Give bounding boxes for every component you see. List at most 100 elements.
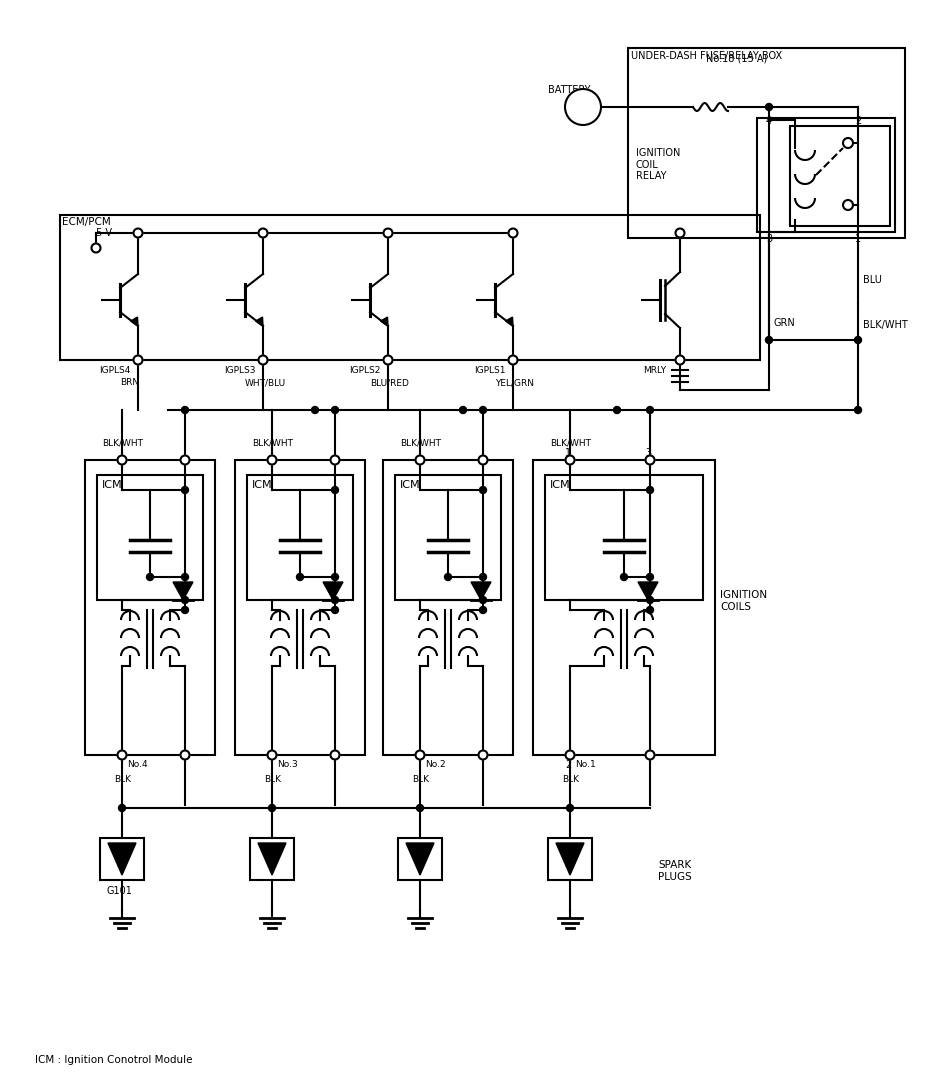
Text: IGPLS3: IGPLS3: [224, 366, 256, 375]
Text: BLK/WHT: BLK/WHT: [102, 438, 143, 447]
Text: 1: 1: [854, 234, 860, 244]
Polygon shape: [405, 843, 433, 875]
Text: BLK/WHT: BLK/WHT: [400, 438, 441, 447]
Text: BLK: BLK: [412, 775, 429, 784]
Polygon shape: [173, 582, 193, 600]
Text: ICM: ICM: [102, 480, 123, 490]
Circle shape: [133, 356, 142, 364]
Circle shape: [478, 456, 487, 464]
Circle shape: [267, 456, 276, 464]
Circle shape: [479, 406, 486, 414]
Circle shape: [508, 228, 517, 238]
Text: 4: 4: [765, 116, 771, 126]
Text: BLK/WHT: BLK/WHT: [862, 321, 907, 330]
Bar: [398, 838, 442, 880]
Bar: [100, 838, 144, 880]
Bar: [235, 460, 365, 755]
Text: BLK: BLK: [562, 775, 578, 784]
Circle shape: [646, 607, 652, 613]
Text: SPARK
PLUGS: SPARK PLUGS: [657, 860, 691, 881]
Text: 3: 3: [765, 234, 771, 244]
Bar: [247, 475, 353, 600]
Text: 2: 2: [564, 760, 571, 770]
Circle shape: [117, 750, 126, 759]
Circle shape: [330, 750, 339, 759]
Bar: [789, 126, 889, 226]
Text: IGPLS4: IGPLS4: [99, 366, 130, 375]
Circle shape: [311, 406, 318, 414]
Text: IGNITION
COILS: IGNITION COILS: [719, 590, 767, 612]
Polygon shape: [108, 843, 136, 875]
Circle shape: [646, 406, 652, 414]
Circle shape: [444, 574, 451, 581]
Text: BLU: BLU: [862, 276, 881, 285]
Text: No.2: No.2: [425, 760, 446, 769]
Circle shape: [415, 456, 424, 464]
Polygon shape: [130, 317, 138, 326]
Circle shape: [415, 750, 424, 759]
Circle shape: [258, 228, 267, 238]
Circle shape: [646, 487, 652, 493]
Text: ICM: ICM: [252, 480, 272, 490]
Circle shape: [479, 607, 486, 613]
Circle shape: [331, 487, 338, 493]
Text: 2: 2: [854, 116, 860, 126]
Text: BLK: BLK: [114, 775, 131, 784]
Text: ICM: ICM: [400, 480, 420, 490]
Circle shape: [645, 750, 654, 759]
Polygon shape: [323, 582, 343, 600]
Circle shape: [854, 337, 860, 343]
Text: No.4: No.4: [127, 760, 148, 769]
Bar: [85, 460, 214, 755]
Text: ECM/PCM: ECM/PCM: [62, 217, 110, 227]
Circle shape: [479, 574, 486, 581]
Text: GRN: GRN: [773, 318, 795, 328]
Circle shape: [613, 406, 620, 414]
Circle shape: [765, 337, 771, 343]
Text: BLU/RED: BLU/RED: [370, 378, 408, 387]
Bar: [60, 215, 759, 360]
Polygon shape: [380, 317, 388, 326]
Bar: [395, 475, 501, 600]
Circle shape: [133, 228, 142, 238]
Text: BRN: BRN: [120, 378, 139, 387]
Circle shape: [478, 750, 487, 759]
Bar: [756, 118, 894, 232]
Circle shape: [383, 356, 392, 364]
Text: BLK/WHT: BLK/WHT: [549, 438, 591, 447]
Text: BLK/WHT: BLK/WHT: [252, 438, 293, 447]
Circle shape: [459, 406, 466, 414]
Bar: [627, 48, 904, 238]
Circle shape: [118, 804, 125, 812]
Circle shape: [330, 456, 339, 464]
Text: WHT/BLU: WHT/BLU: [244, 378, 285, 387]
Circle shape: [146, 574, 154, 581]
Circle shape: [181, 750, 189, 759]
Circle shape: [675, 228, 684, 238]
Circle shape: [765, 104, 771, 110]
Circle shape: [117, 456, 126, 464]
Polygon shape: [256, 317, 263, 326]
Circle shape: [479, 596, 486, 604]
Text: IGPLS1: IGPLS1: [474, 366, 505, 375]
Circle shape: [566, 804, 573, 812]
Text: ICM : Ignition Conotrol Module: ICM : Ignition Conotrol Module: [35, 1055, 192, 1064]
Circle shape: [182, 574, 188, 581]
Bar: [533, 460, 714, 755]
Circle shape: [646, 596, 652, 604]
Text: IGNITION
COIL
RELAY: IGNITION COIL RELAY: [636, 148, 680, 181]
Text: 3: 3: [644, 448, 651, 458]
Text: MRLY: MRLY: [643, 366, 665, 375]
Bar: [548, 838, 592, 880]
Circle shape: [479, 487, 486, 493]
Text: No.1: No.1: [575, 760, 595, 769]
Text: BATTERY: BATTERY: [548, 85, 590, 95]
Text: BLK: BLK: [264, 775, 281, 784]
Text: YEL/GRN: YEL/GRN: [494, 378, 534, 387]
Circle shape: [565, 750, 574, 759]
Circle shape: [331, 596, 338, 604]
Circle shape: [331, 607, 338, 613]
Circle shape: [331, 406, 338, 414]
Circle shape: [383, 228, 392, 238]
Circle shape: [854, 406, 860, 414]
